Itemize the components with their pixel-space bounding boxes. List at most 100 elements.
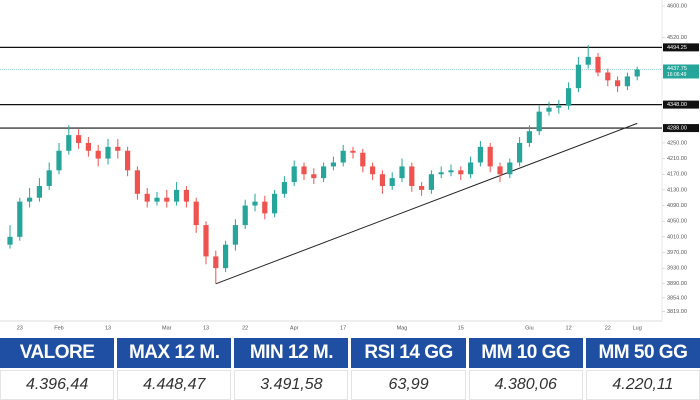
candle-body	[144, 193, 150, 202]
candle-body	[193, 201, 199, 226]
y-tick-label: 4090.00	[667, 203, 687, 209]
candle-body	[605, 72, 611, 81]
candle-body	[311, 174, 317, 179]
chart: 4600.00 4520.00 4250.00 4210.00 4170.00 4130.…	[0, 0, 699, 331]
candle-body	[566, 88, 572, 106]
table-value: 4.448,47	[117, 370, 232, 400]
level-box	[663, 124, 699, 133]
x-tick-label: Mag	[397, 325, 408, 331]
table-header: MAX 12 M.	[117, 338, 232, 368]
table-value: 4.220,11	[585, 370, 700, 400]
candle-body	[262, 201, 268, 214]
candle-body	[56, 150, 62, 171]
level-box	[663, 100, 699, 109]
candle-body	[85, 142, 91, 151]
table-header: MM 50 GG	[585, 338, 700, 368]
candle-body	[125, 150, 131, 171]
candle-body	[164, 197, 170, 202]
y-tick-label: 4520.00	[667, 35, 687, 41]
current-time: 16:06:49	[667, 72, 687, 78]
candle-body	[575, 64, 581, 89]
candle-body	[360, 152, 366, 167]
table-header: VALORE	[0, 338, 115, 368]
candle-body	[213, 256, 219, 269]
candle-body	[458, 170, 464, 175]
x-tick-label: 22	[605, 325, 611, 331]
table-header: MM 10 GG	[468, 338, 583, 368]
x-tick-label: 13	[203, 325, 209, 331]
candle-body	[477, 146, 483, 163]
y-tick-label: 4210.00	[667, 156, 687, 162]
y-tick-label: 4010.00	[667, 234, 687, 240]
trendline	[215, 122, 638, 285]
candle-body	[281, 182, 287, 194]
candle-body	[468, 162, 474, 175]
y-tick-label: 4130.00	[667, 187, 687, 193]
candle-body	[134, 170, 140, 194]
candle-body	[517, 142, 523, 163]
current-label: 4437.75	[667, 66, 687, 72]
y-tick-label: 4050.00	[667, 219, 687, 225]
level-label: 4288.00	[667, 126, 687, 132]
level-label: 4348.00	[667, 102, 687, 108]
candle-body	[585, 56, 591, 65]
candle-body	[615, 80, 621, 87]
candle-body	[183, 189, 189, 202]
x-tick-label: 22	[242, 325, 248, 331]
current-box	[663, 64, 699, 79]
y-tick-label: 3890.00	[667, 281, 687, 287]
y-tick-label: 4250.00	[667, 140, 687, 146]
candle-body	[115, 146, 121, 151]
candle-body	[546, 107, 552, 112]
candle-body	[438, 172, 444, 175]
candle-body	[17, 201, 23, 237]
y-tick-label: 3930.00	[667, 266, 687, 272]
table-value: 4.380,06	[468, 370, 583, 400]
table-value: 4.396,44	[0, 370, 115, 400]
candle-body	[36, 185, 42, 198]
candle-body	[27, 197, 33, 202]
x-tick-label: 13	[105, 325, 111, 331]
table-value: 3.491,58	[234, 370, 349, 400]
candle-body	[389, 178, 395, 186]
candle-body	[76, 135, 82, 143]
stats-table: VALORE MAX 12 M. MIN 12 M. RSI 14 GG MM 10 G…	[0, 338, 700, 400]
candle-body	[350, 150, 356, 153]
level-label: 4494.25	[667, 45, 687, 51]
candle-body	[7, 236, 13, 245]
candle-body	[448, 170, 454, 173]
x-tick-label: 12	[566, 325, 572, 331]
level-box	[663, 43, 699, 52]
candle-body	[232, 225, 238, 245]
candle-body	[379, 174, 385, 186]
y-tick-label: 3970.00	[667, 250, 687, 256]
candle-body	[624, 76, 630, 87]
candle-body	[223, 244, 229, 269]
candle-body	[428, 174, 434, 190]
table-value: 63,99	[351, 370, 466, 400]
candle-body	[526, 131, 532, 143]
candle-body	[595, 56, 601, 73]
candle-body	[66, 135, 72, 151]
candle-body	[174, 189, 180, 202]
candle-body	[419, 185, 425, 190]
candle-body	[105, 146, 111, 159]
candle-body	[154, 197, 160, 202]
table-header: MIN 12 M.	[234, 338, 349, 368]
candle-body	[487, 146, 493, 167]
candle-body	[46, 170, 52, 186]
candle-body	[634, 69, 640, 77]
candle-body	[242, 205, 248, 226]
candle-body	[330, 162, 336, 167]
candle-body	[370, 166, 376, 175]
x-tick-label: Mar	[162, 325, 172, 331]
candle-body	[252, 201, 258, 206]
x-tick-label: 23	[17, 325, 23, 331]
candle-body	[507, 162, 513, 175]
x-tick-label: Lug	[633, 325, 642, 331]
candle-body	[95, 150, 101, 159]
candle-body	[203, 225, 209, 257]
candle-body	[497, 166, 503, 175]
candle-body	[301, 166, 307, 175]
